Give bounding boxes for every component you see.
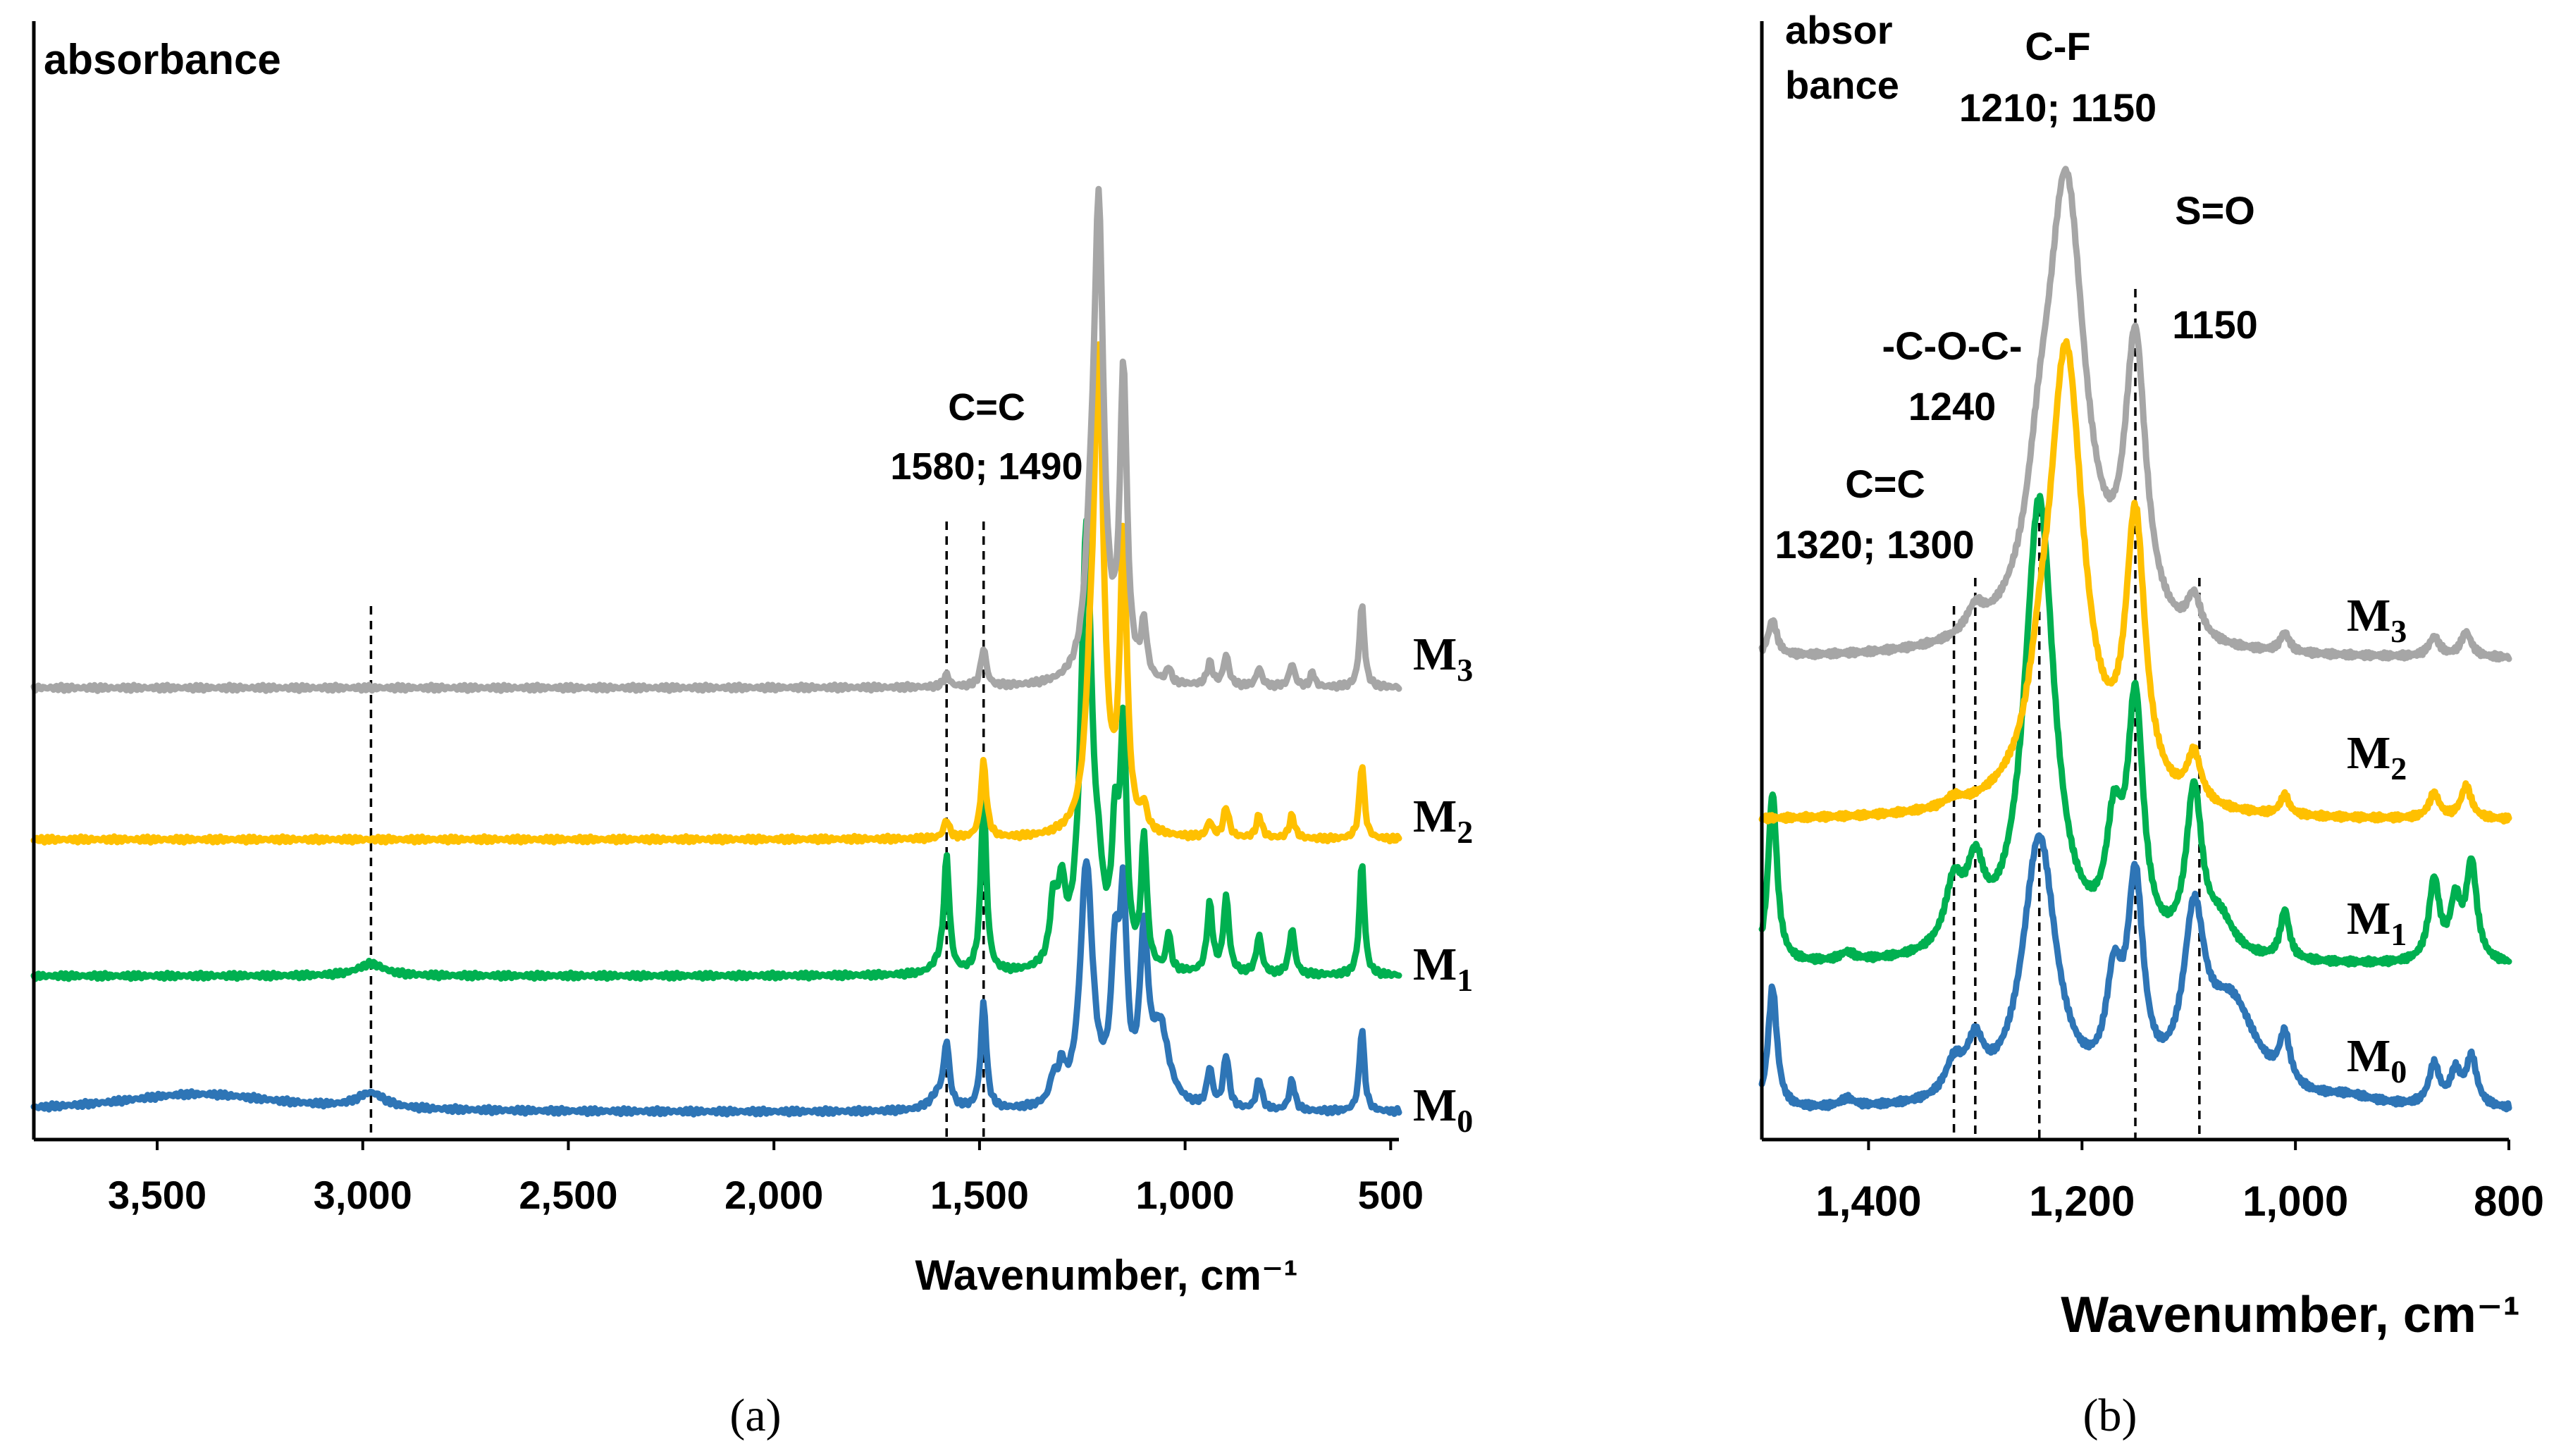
series-line-M3 bbox=[30, 185, 1402, 694]
annotation-cc-values: 1580; 1490 bbox=[890, 445, 1082, 488]
x-tick-label: 1,400 bbox=[1815, 1178, 1921, 1225]
annotation-so-values: 1150 bbox=[2172, 302, 2258, 347]
series-line-M3 bbox=[1758, 166, 2512, 663]
series-line-M2 bbox=[1758, 338, 2512, 825]
annotation-coc-values: 1240 bbox=[1908, 384, 1997, 428]
panel-a-ticks: 3,500 3,000 2,500 2,000 1,500 1,000 500 bbox=[108, 1140, 1424, 1217]
series-label-M1: M1 bbox=[1413, 939, 1473, 998]
series-line-M1 bbox=[1758, 493, 2512, 968]
series-label-M3: M3 bbox=[2347, 590, 2407, 649]
series-line-M2 bbox=[30, 341, 1402, 846]
panel-b-ticks: 1,400 1,200 1,000 800 bbox=[1815, 1140, 2544, 1225]
panel-b-annotations: C-F 1210; 1150 S=O 1150 -C-O-C- 1240 C=C… bbox=[1775, 24, 2257, 567]
series-line-M0 bbox=[30, 858, 1402, 1118]
x-tick-label: 2,500 bbox=[519, 1173, 617, 1217]
x-tick-label: 1,000 bbox=[2242, 1178, 2348, 1225]
panel-b-chart: 1,400 1,200 1,000 800 absor bance Wavenumbe… bbox=[1758, 8, 2544, 1441]
series-label-M1: M1 bbox=[2347, 893, 2407, 952]
panel-b-series-labels: M3 M2 M1 M0 bbox=[2347, 590, 2407, 1090]
series-line-M0 bbox=[1758, 832, 2512, 1113]
x-tick-label: 1,000 bbox=[1136, 1173, 1235, 1217]
panel-b-y-label-line1: absor bbox=[1785, 8, 1893, 52]
x-tick-label: 1,500 bbox=[930, 1173, 1029, 1217]
series-label-M2: M2 bbox=[1413, 791, 1473, 850]
annotation-cf-values: 1210; 1150 bbox=[1959, 85, 2156, 130]
annotation-coc-title: -C-O-C- bbox=[1882, 323, 2022, 368]
panel-a-series bbox=[30, 185, 1402, 1118]
annotation-cc-b-values: 1320; 1300 bbox=[1775, 522, 1974, 567]
x-tick-label: 2,000 bbox=[724, 1173, 823, 1217]
panel-a-marker-lines bbox=[369, 522, 985, 1140]
annotation-so-title: S=O bbox=[2175, 188, 2255, 233]
panel-b-series bbox=[1758, 166, 2512, 1113]
panel-a-y-label: absorbance bbox=[44, 36, 281, 83]
panel-a-series-labels: M3 M2 M1 M0 bbox=[1413, 629, 1473, 1139]
series-label-M0: M0 bbox=[2347, 1030, 2407, 1090]
x-tick-label: 800 bbox=[2474, 1178, 2544, 1225]
panel-a-chart: 3,500 3,000 2,500 2,000 1,500 1,000 500 absorb… bbox=[30, 21, 1473, 1441]
caption-b: (b) bbox=[2083, 1390, 2137, 1441]
x-tick-label: 3,500 bbox=[108, 1173, 206, 1217]
series-label-M2: M2 bbox=[2347, 727, 2407, 786]
series-label-M3: M3 bbox=[1413, 629, 1473, 688]
series-line-M1 bbox=[30, 517, 1402, 982]
x-tick-label: 3,000 bbox=[314, 1173, 412, 1217]
caption-a: (a) bbox=[729, 1390, 781, 1441]
series-label-M0: M0 bbox=[1413, 1080, 1473, 1139]
panel-b-x-label: Wavenumber, cm⁻¹ bbox=[2061, 1287, 2520, 1343]
panel-a-x-label: Wavenumber, cm⁻¹ bbox=[915, 1252, 1298, 1299]
annotation-cc-b-title: C=C bbox=[1845, 462, 1925, 506]
panel-a-annotations: C=C 1580; 1490 bbox=[890, 386, 1082, 488]
annotation-cf-title: C-F bbox=[2025, 24, 2090, 68]
panel-b-y-label-line2: bance bbox=[1785, 63, 1899, 107]
x-tick-label: 1,200 bbox=[2029, 1178, 2135, 1225]
annotation-cc-title: C=C bbox=[948, 386, 1025, 428]
x-tick-label: 500 bbox=[1358, 1173, 1424, 1217]
